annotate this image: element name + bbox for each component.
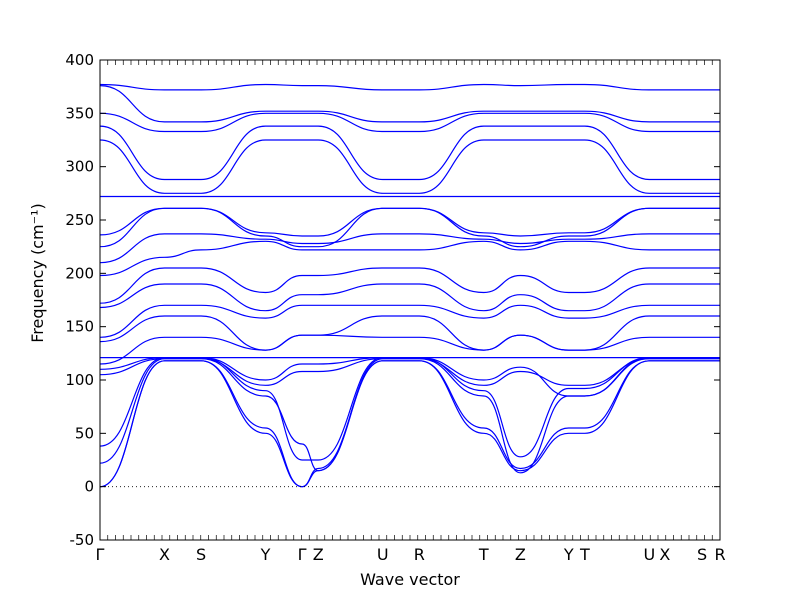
kpoint-label: R <box>714 545 725 564</box>
band-line-11 <box>99 283 720 312</box>
band-line-5 <box>99 358 720 386</box>
band-line-19 <box>99 125 720 181</box>
y-tick-label: 50 <box>75 424 94 442</box>
y-tick-label: 0 <box>84 478 94 496</box>
plot-lines <box>99 83 721 488</box>
band-line-8 <box>99 334 720 365</box>
kpoint-label: U <box>377 545 389 564</box>
band-line-20 <box>99 112 720 133</box>
kpoint-label: U <box>643 545 655 564</box>
x-axis-label: Wave vector <box>360 570 460 589</box>
y-tick-label: 250 <box>65 211 94 229</box>
band-line-12 <box>99 267 720 304</box>
kpoint-label: S <box>196 545 206 564</box>
band-line-2 <box>99 360 720 488</box>
y-tick-label: 300 <box>65 158 94 176</box>
kpoint-label: Γ <box>96 545 105 564</box>
y-tick-label: 150 <box>65 318 94 336</box>
y-axis: -50 0 50 100 150 200 250 300 350 400 <box>65 51 720 549</box>
kpoint-label: Y <box>260 545 271 564</box>
y-tick-label: -50 <box>70 531 95 549</box>
band-line-14 <box>99 233 720 264</box>
y-tick-label: 400 <box>65 51 94 69</box>
plot-frame <box>99 59 721 541</box>
band-line-13 <box>99 240 720 277</box>
kpoint-label: X <box>659 545 670 564</box>
kpoint-label: T <box>478 545 489 564</box>
y-tick-label: 350 <box>65 104 94 122</box>
band-line-16 <box>99 207 720 237</box>
kpoint-label: S <box>697 545 707 564</box>
kpoint-label: Γ <box>298 545 307 564</box>
y-axis-label: Frequency (cm⁻¹) <box>28 203 47 342</box>
band-line-22 <box>99 83 720 91</box>
kpoint-label: R <box>414 545 425 564</box>
y-tick-label: 200 <box>65 264 94 282</box>
band-line-21 <box>99 85 720 123</box>
band-line-10 <box>99 304 720 338</box>
band-line-9 <box>99 315 720 351</box>
kpoint-label: Z <box>313 545 324 564</box>
kpoint-label: X <box>159 545 170 564</box>
y-tick-label: 100 <box>65 371 94 389</box>
band-line-18 <box>99 139 721 194</box>
kpoint-label: T <box>579 545 590 564</box>
kpoint-label: Y <box>563 545 574 564</box>
kpoint-label: Z <box>515 545 526 564</box>
